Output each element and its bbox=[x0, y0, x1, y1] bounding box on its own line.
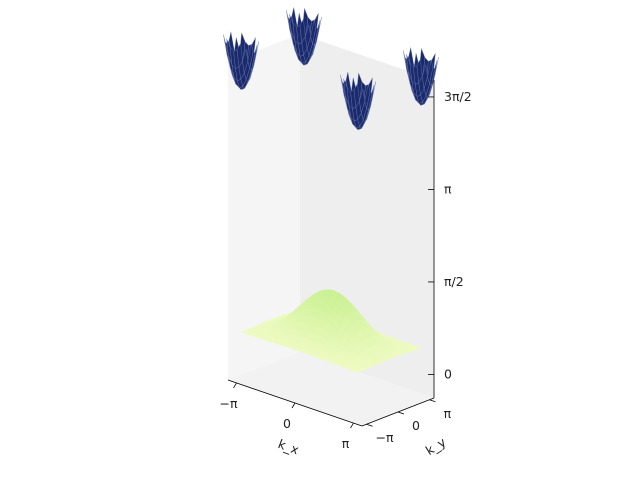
upper-band-pocket bbox=[340, 71, 376, 131]
z-tick-label: 3π/2 bbox=[444, 89, 472, 104]
z-tick-label: 0 bbox=[444, 366, 452, 381]
upper-band-patch bbox=[433, 57, 439, 83]
x-tick bbox=[350, 422, 354, 429]
y-tick bbox=[429, 399, 436, 403]
floor-pane bbox=[228, 352, 434, 426]
upper-band-patch bbox=[370, 81, 376, 107]
y-tick bbox=[397, 411, 405, 415]
lower-band-patch bbox=[352, 369, 362, 373]
lower-band-surface bbox=[240, 289, 422, 373]
y-tick-label: 0 bbox=[412, 418, 420, 433]
x-tick-label: −π bbox=[220, 396, 238, 411]
x-tick-label: π bbox=[342, 436, 350, 451]
y-tick-label: π bbox=[444, 406, 452, 421]
axes-panes bbox=[228, 34, 434, 426]
z-tick-label: π bbox=[444, 181, 452, 196]
y-tick bbox=[366, 423, 373, 427]
upper-band-pocket bbox=[403, 47, 439, 106]
upper-band-pocket bbox=[223, 31, 259, 90]
left-pane bbox=[228, 34, 300, 380]
upper-band-pocket bbox=[286, 7, 322, 66]
upper-band-patch bbox=[253, 41, 259, 67]
z-tick-label: π/2 bbox=[444, 274, 464, 289]
upper-band-patch bbox=[316, 16, 322, 43]
x-tick bbox=[291, 402, 296, 409]
upper-band-surface bbox=[223, 7, 439, 131]
x-axis-label: k_x bbox=[276, 436, 301, 457]
y-tick-label: −π bbox=[376, 430, 394, 445]
y-axis-label: k_y bbox=[423, 434, 449, 458]
x-tick-label: 0 bbox=[283, 416, 291, 431]
x-tick bbox=[233, 382, 237, 389]
